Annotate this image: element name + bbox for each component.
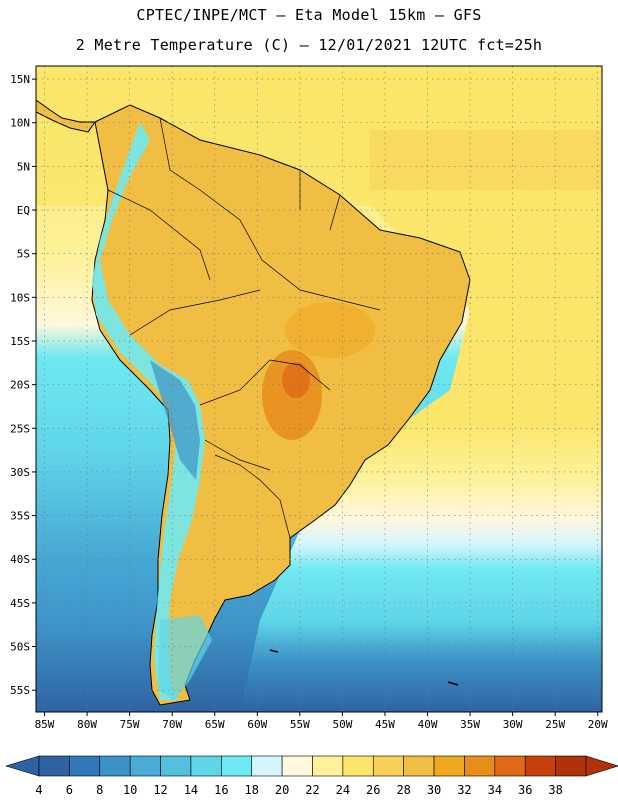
legend-arrow-right — [585, 755, 618, 777]
legend-label: 18 — [244, 783, 258, 797]
legend-label: 22 — [305, 783, 319, 797]
lat-label: 25S — [10, 422, 30, 435]
warm-interior — [285, 302, 375, 358]
lon-label: 80W — [77, 718, 97, 731]
country-borders — [107, 117, 381, 539]
color-legend: 4 6 8 10 12 14 16 18 20 22 24 26 28 30 32 34 36 38 — [4, 755, 618, 797]
temperature-map: 15N 10N 5N EQ 5S 10S 15S 20S 25S 30S 35S 40S 45S 50S 5… — [10, 65, 608, 731]
lon-label: 45W — [375, 718, 395, 731]
legend-box — [464, 755, 496, 777]
legend-box — [433, 755, 465, 777]
atlantic-field — [240, 66, 602, 712]
legend-label: 24 — [336, 783, 350, 797]
lat-label: 15N — [10, 73, 30, 86]
lat-label: 35S — [10, 510, 30, 523]
legend-box — [251, 755, 283, 777]
lon-label: 55W — [290, 718, 310, 731]
legend-label: 26 — [366, 783, 380, 797]
legend-box — [555, 755, 587, 777]
lon-label: 25W — [545, 718, 565, 731]
legend-label: 8 — [96, 783, 103, 797]
legend-label: 34 — [488, 783, 502, 797]
chart-title-line1: CPTEC/INPE/MCT — Eta Model 15km — GFS — [136, 6, 482, 24]
legend-box — [129, 755, 161, 777]
legend-label: 38 — [548, 783, 562, 797]
lon-label: 60W — [247, 718, 267, 731]
legend-label: 14 — [184, 783, 198, 797]
legend-color-boxes — [38, 755, 587, 777]
legend-box — [160, 755, 192, 777]
legend-box — [342, 755, 374, 777]
lat-label: 10N — [10, 117, 30, 130]
legend-box — [494, 755, 526, 777]
legend-label: 10 — [123, 783, 137, 797]
legend-label: 12 — [153, 783, 167, 797]
andes-cold-ridge — [92, 122, 205, 700]
legend-label: 6 — [66, 783, 73, 797]
legend-box — [99, 755, 131, 777]
legend-box — [372, 755, 404, 777]
lon-label: 50W — [332, 718, 352, 731]
legend-box — [69, 755, 101, 777]
lon-label: 85W — [35, 718, 55, 731]
lon-label: 40W — [418, 718, 438, 731]
lat-label: 50S — [10, 641, 30, 654]
legend-box — [281, 755, 313, 777]
lat-label: 5S — [17, 248, 30, 261]
legend-box — [190, 755, 222, 777]
lat-label: 5N — [17, 160, 30, 173]
lat-label: 45S — [10, 597, 30, 610]
legend-label: 32 — [457, 783, 471, 797]
lon-label: 20W — [588, 718, 608, 731]
patagonia-cold — [158, 615, 212, 700]
lon-label: 65W — [205, 718, 225, 731]
legend-label: 28 — [396, 783, 410, 797]
falklands — [269, 649, 279, 653]
lat-label: 20S — [10, 379, 30, 392]
legend-label: 16 — [214, 783, 228, 797]
legend-arrow-left — [4, 755, 40, 777]
legend-box — [221, 755, 253, 777]
lat-label: 40S — [10, 553, 30, 566]
lat-label: 15S — [10, 335, 30, 348]
lon-label: 35W — [460, 718, 480, 731]
legend-labels: 4 6 8 10 12 14 16 18 20 22 24 26 28 30 32 34 36 38 — [35, 783, 562, 797]
lon-label: 75W — [120, 718, 140, 731]
legend-label: 36 — [518, 783, 532, 797]
legend-label: 4 — [35, 783, 42, 797]
latitude-labels: 15N 10N 5N EQ 5S 10S 15S 20S 25S 30S 35S 40S 45S 50S 5… — [10, 73, 36, 697]
legend-label: 30 — [427, 783, 441, 797]
legend-box — [403, 755, 435, 777]
lon-label: 70W — [162, 718, 182, 731]
central-america-land — [36, 99, 96, 133]
hotspot-core — [282, 362, 310, 398]
lon-label: 30W — [503, 718, 523, 731]
legend-box — [312, 755, 344, 777]
south-georgia — [447, 681, 459, 686]
lat-label: 30S — [10, 466, 30, 479]
graticule — [36, 66, 602, 712]
warm-atlantic-patch — [370, 130, 602, 190]
lat-label: EQ — [17, 204, 30, 217]
lat-label: 55S — [10, 684, 30, 697]
longitude-labels: 85W 80W 75W 70W 65W 60W 55W 50W 45W 40W 35W 30W 25W 2… — [35, 712, 608, 731]
legend-label: 20 — [275, 783, 289, 797]
lat-label: 10S — [10, 291, 30, 304]
andes-altiplano — [150, 360, 200, 480]
legend-box — [38, 755, 70, 777]
legend-box — [524, 755, 556, 777]
chart-title-line2: 2 Metre Temperature (C) — 12/01/2021 12U… — [75, 36, 543, 54]
map-frame — [35, 65, 603, 713]
